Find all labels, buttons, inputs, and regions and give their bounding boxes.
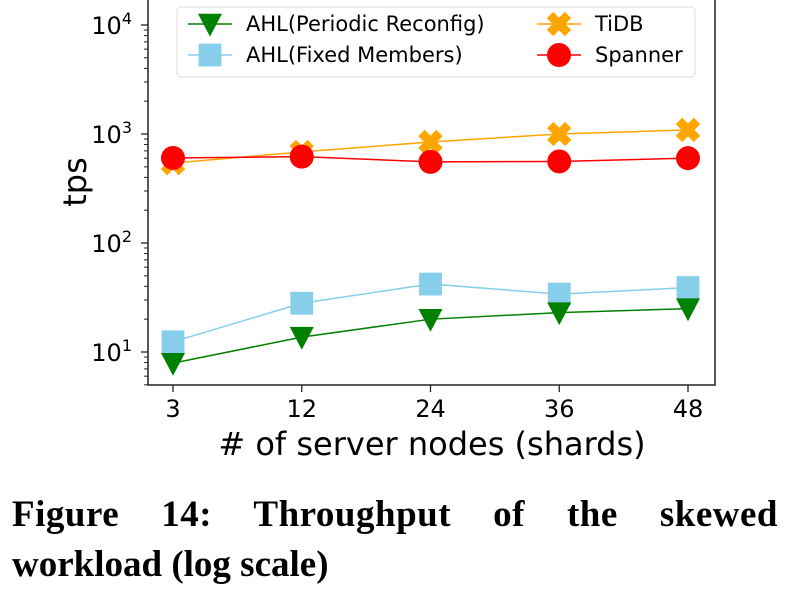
y-tick-label: 103 bbox=[91, 118, 132, 149]
data-point bbox=[290, 291, 314, 315]
x-stroke bbox=[418, 129, 443, 155]
legend-label: AHL(Periodic Reconfig) bbox=[246, 12, 485, 36]
y-tick-label: 102 bbox=[91, 227, 132, 258]
legend-marker bbox=[546, 11, 572, 37]
x-tick-label: 24 bbox=[415, 395, 446, 423]
x-stroke bbox=[675, 117, 701, 143]
data-point bbox=[676, 298, 700, 322]
x-stroke bbox=[546, 11, 572, 37]
legend-marker bbox=[198, 13, 222, 37]
data-point bbox=[289, 326, 314, 350]
legend-item: AHL(Fixed Members) bbox=[188, 43, 463, 67]
data-point bbox=[418, 129, 443, 155]
series-spanner bbox=[161, 144, 700, 174]
data-point bbox=[161, 145, 185, 170]
x-stroke bbox=[547, 121, 572, 147]
legend-marker bbox=[198, 43, 222, 67]
legend-label: TiDB bbox=[594, 12, 644, 36]
data-point bbox=[418, 308, 443, 332]
data-point bbox=[676, 146, 700, 171]
y-tick-label: 104 bbox=[91, 9, 132, 40]
y-axis-label: tps bbox=[56, 157, 94, 207]
legend-label: Spanner bbox=[595, 43, 683, 67]
data-point bbox=[547, 282, 571, 306]
y-tick-label: 101 bbox=[91, 336, 132, 367]
chart: 101 102 103 104 3 12 24 36 48 AHL(Periodic Reco… bbox=[56, 0, 716, 463]
data-point bbox=[161, 352, 185, 376]
data-point bbox=[161, 330, 185, 354]
series-layer bbox=[160, 117, 701, 376]
figure-caption-continued: workload (log scale) bbox=[12, 544, 329, 585]
x-tick-label: 12 bbox=[286, 395, 317, 423]
legend-label: AHL(Fixed Members) bbox=[246, 43, 463, 67]
legend-item: AHL(Periodic Reconfig) bbox=[188, 12, 485, 37]
x-axis: 3 12 24 36 48 bbox=[165, 385, 703, 423]
data-point bbox=[419, 272, 442, 296]
legend-item: TiDB bbox=[537, 11, 644, 37]
figure-caption: Figure 14: Throughput of the skewed bbox=[12, 494, 778, 535]
series-ahl-periodic-reconfig bbox=[161, 298, 700, 376]
series-ahl-fixed-members bbox=[161, 272, 700, 354]
legend-item: Spanner bbox=[537, 43, 683, 67]
x-tick-label: 36 bbox=[544, 395, 575, 423]
data-point bbox=[547, 149, 572, 174]
data-point bbox=[675, 117, 701, 143]
x-tick-label: 48 bbox=[673, 395, 704, 423]
x-axis-label: # of server nodes (shards) bbox=[218, 425, 645, 463]
legend-marker bbox=[547, 43, 571, 67]
x-tick-label: 3 bbox=[165, 395, 180, 423]
y-axis: 101 102 103 104 bbox=[91, 9, 148, 386]
data-point bbox=[676, 276, 700, 299]
data-point bbox=[289, 144, 314, 169]
legend: AHL(Periodic Reconfig) AHL(Fixed Members)… bbox=[176, 6, 696, 78]
data-point bbox=[547, 302, 572, 326]
data-point bbox=[547, 121, 572, 147]
data-point bbox=[418, 149, 443, 174]
